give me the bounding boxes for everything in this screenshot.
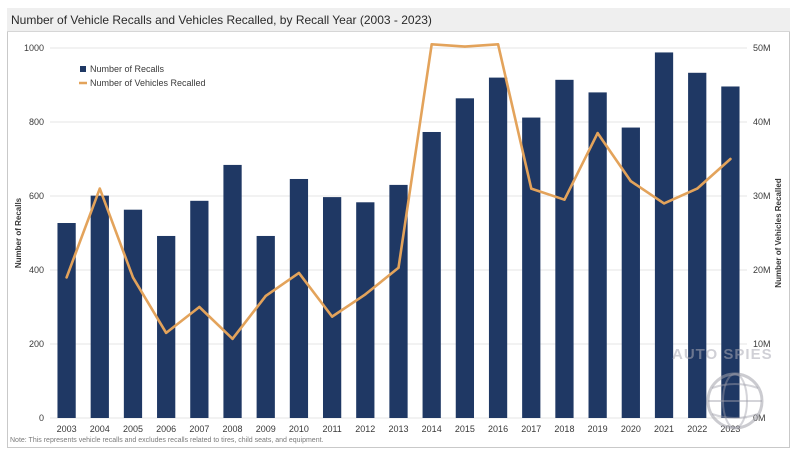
bar xyxy=(223,164,242,418)
x-tick-label: 2018 xyxy=(554,424,574,434)
line-point xyxy=(696,187,699,190)
y-tick-label-left: 400 xyxy=(29,265,44,275)
y-tick-label-right: 40M xyxy=(753,117,771,127)
title-bar xyxy=(7,8,790,32)
x-tick-label: 2004 xyxy=(90,424,110,434)
y-tick-label-left: 600 xyxy=(29,191,44,201)
x-tick-label: 2015 xyxy=(455,424,475,434)
x-tick-label: 2008 xyxy=(223,424,243,434)
y-tick-label-left: 800 xyxy=(29,117,44,127)
bar xyxy=(90,195,109,418)
y-tick-label-right: 10M xyxy=(753,339,771,349)
line-point xyxy=(463,45,467,48)
x-tick-label: 2017 xyxy=(521,424,541,434)
x-tick-label: 2021 xyxy=(654,424,674,434)
line-point xyxy=(430,43,433,46)
bar xyxy=(455,98,475,418)
y-tick-label-right: 30M xyxy=(753,191,771,201)
bar xyxy=(190,200,209,418)
line-point xyxy=(530,187,533,190)
x-tick-label: 2020 xyxy=(621,424,641,434)
line-point xyxy=(496,43,500,46)
watermark-globe-logo xyxy=(706,372,764,430)
y-tick-label-left: 200 xyxy=(29,339,44,349)
x-tick-label: 2022 xyxy=(687,424,707,434)
x-tick-label: 2011 xyxy=(322,424,341,434)
y-axis-label-left: Number of Recalls xyxy=(14,197,23,268)
bar xyxy=(621,127,640,419)
x-tick-label: 2013 xyxy=(388,424,408,434)
x-tick-label: 2007 xyxy=(189,424,209,434)
x-tick-label: 2006 xyxy=(156,424,176,434)
line-point xyxy=(65,276,68,279)
line-point xyxy=(729,157,732,161)
y-tick-label-right: 0M xyxy=(753,413,766,423)
bar xyxy=(688,72,707,418)
bar xyxy=(522,117,541,418)
x-tick-label: 2009 xyxy=(256,424,276,434)
line-point xyxy=(131,276,135,279)
bar xyxy=(289,178,309,418)
bar xyxy=(57,223,76,418)
line-point xyxy=(596,131,599,135)
y-tick-label-left: 0 xyxy=(39,413,44,423)
x-tick-label: 2010 xyxy=(289,424,309,434)
x-tick-label: 2019 xyxy=(588,424,608,434)
y-axis-label-right: Number of Vehicles Recalled xyxy=(774,178,783,287)
bar xyxy=(123,209,143,418)
bar xyxy=(555,79,574,418)
bar xyxy=(488,77,508,418)
line-point xyxy=(629,180,633,183)
line-point xyxy=(397,266,400,269)
bar xyxy=(422,131,441,419)
bar xyxy=(157,235,176,418)
y-tick-label-right: 20M xyxy=(753,265,771,275)
line-point xyxy=(264,294,267,298)
line-point xyxy=(164,331,168,335)
chart-title: Number of Vehicle Recalls and Vehicles R… xyxy=(11,13,432,27)
x-tick-label: 2003 xyxy=(57,424,77,434)
x-tick-label: 2012 xyxy=(355,424,375,434)
legend-label-line: Number of Vehicles Recalled xyxy=(90,78,206,88)
bar xyxy=(654,52,674,418)
line-point xyxy=(231,337,234,341)
line-point xyxy=(297,271,301,275)
bar xyxy=(588,92,607,419)
bar xyxy=(322,197,342,418)
bar xyxy=(721,86,740,418)
legend-label-bars: Number of Recalls xyxy=(90,64,165,74)
bar xyxy=(356,202,375,418)
line-point xyxy=(364,293,367,296)
legend-swatch-bars xyxy=(80,66,86,72)
line-point xyxy=(330,315,334,318)
line-point xyxy=(198,305,201,309)
x-tick-label: 2005 xyxy=(123,424,143,434)
x-tick-label: 2014 xyxy=(422,424,442,434)
line-point xyxy=(563,198,566,201)
bar xyxy=(256,235,275,418)
x-tick-label: 2016 xyxy=(488,424,508,434)
watermark: AUTO SPIES xyxy=(672,346,773,363)
line-point xyxy=(98,187,101,190)
line-point xyxy=(662,202,666,205)
y-tick-label-left: 1000 xyxy=(24,43,44,53)
chart-note: Note: This represents vehicle recalls an… xyxy=(10,437,324,444)
y-tick-label-right: 50M xyxy=(753,43,771,53)
